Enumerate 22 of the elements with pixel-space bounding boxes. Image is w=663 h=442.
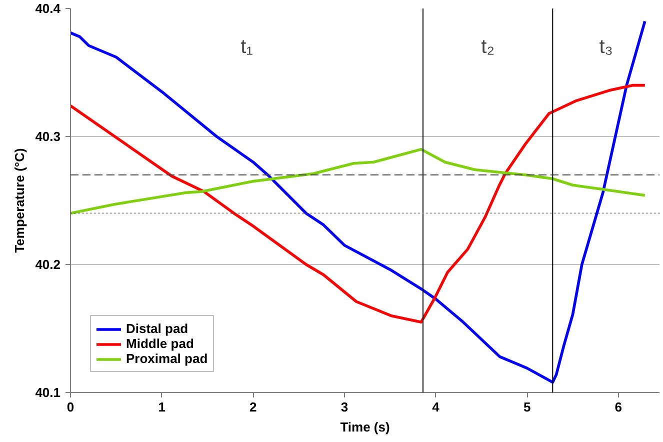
annotation: t₃ (599, 36, 613, 58)
line-series (70, 148, 646, 215)
y-tick-label: 40.2 (35, 257, 61, 272)
x-tick-label: 2 (250, 400, 257, 414)
annotation: t₁ (240, 36, 254, 58)
x-tick-label: 3 (340, 400, 348, 414)
x-tick-label: 5 (523, 400, 531, 414)
x-axis-title: Time (s) (340, 420, 390, 434)
x-tick-label: 6 (614, 400, 622, 414)
y-tick-label: 40.1 (35, 385, 61, 400)
x-tick-label: 0 (66, 400, 74, 414)
y-tick-label: 40.4 (35, 1, 62, 16)
legend-label: Distal pad (126, 321, 188, 336)
legend-label: Middle pad (126, 336, 194, 351)
x-tick-label: 4 (432, 400, 440, 414)
line-series (70, 20, 646, 384)
y-tick-label: 40.3 (35, 129, 61, 144)
line-series (70, 84, 646, 324)
legend-label: Proximal pad (126, 351, 208, 366)
y-axis-title: Temperature (°C) (12, 148, 28, 253)
annotation: t₂ (481, 36, 494, 58)
x-tick-label: 1 (158, 400, 166, 414)
